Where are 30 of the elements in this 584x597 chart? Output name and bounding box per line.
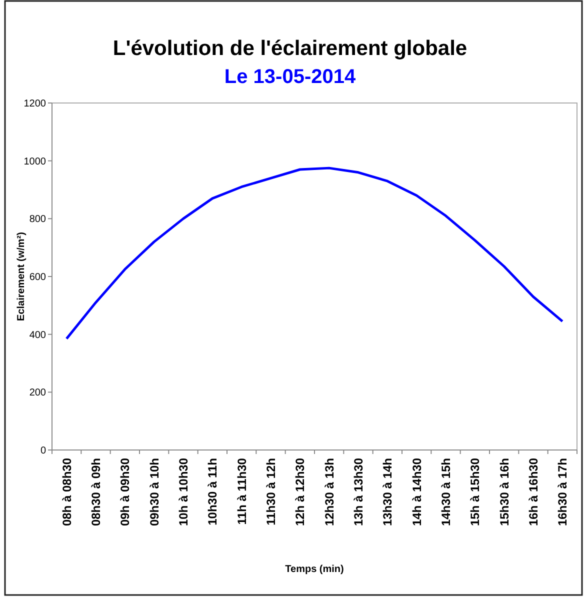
- x-tick-label: 13h30 à 14h: [380, 458, 395, 526]
- x-tick-label: 11h à 11h30: [234, 458, 249, 525]
- x-tick-label: 12h30 à 13h: [322, 458, 336, 526]
- y-tick-label: 1200: [24, 98, 46, 110]
- x-axis-title: Temps (min): [285, 564, 344, 575]
- y-tick-label: 600: [29, 272, 46, 283]
- chart-title: L'évolution de l'éclairement globale: [112, 37, 468, 60]
- x-tick-label: 08h30 à 09h: [88, 458, 103, 526]
- x-tick-label: 12h à 12h30: [293, 458, 308, 526]
- y-tick-label: 400: [29, 330, 46, 341]
- line-series: [65, 166, 564, 340]
- y-tick-label: 1000: [24, 156, 46, 168]
- x-tick-label: 09h à 09h30: [118, 458, 132, 526]
- x-tick-label: 09h30 à 10h: [147, 458, 162, 526]
- x-tick-label: 15h30 à 16h: [497, 458, 512, 526]
- y-tick-label: 0: [40, 446, 46, 456]
- x-tick-label: 16h30 à 17h: [556, 458, 570, 526]
- x-tick-label: 14h à 14h30: [410, 458, 424, 526]
- x-tick-label: 11h30 à 12h: [264, 458, 278, 526]
- x-tick-label: 14h30 à 15h: [438, 458, 453, 526]
- x-tick-label: 10h30 à 11h: [206, 458, 220, 526]
- y-tick-label: 800: [29, 214, 46, 226]
- chart-subtitle: Le 13-05-2014: [224, 66, 356, 88]
- y-tick-label: 200: [29, 388, 46, 399]
- x-tick-label: 15h à 15h30: [468, 458, 482, 526]
- x-tick-label: 10h à 10h30: [176, 458, 190, 526]
- x-tick-label: 08h à 08h30: [60, 458, 74, 526]
- x-tick-label: 13h à 13h30: [351, 458, 366, 526]
- x-tick-label: 16h à 16h30: [526, 458, 540, 526]
- y-axis-title: Eclairement (w/m²): [16, 232, 27, 321]
